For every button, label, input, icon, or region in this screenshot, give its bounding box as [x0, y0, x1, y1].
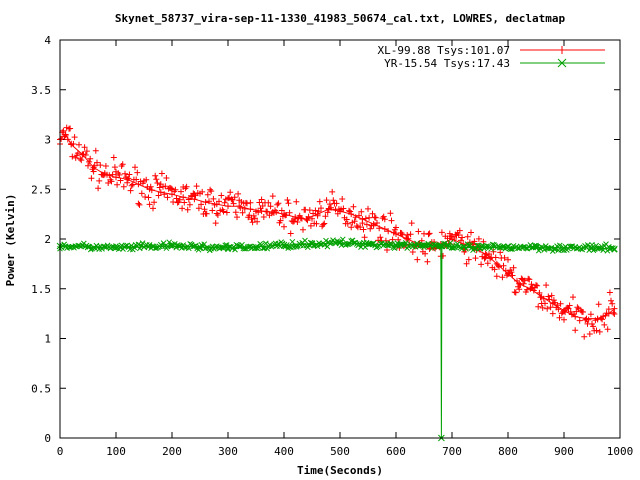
- series-1: [56, 236, 618, 442]
- series-line: [59, 133, 615, 320]
- legend-marker-1: [557, 58, 567, 68]
- axis-ticks: 0 100 200 300 400 500 600 700 800 900 1000 0 0.5 1 1.5…: [31, 34, 633, 458]
- x-tick-label: 500: [330, 445, 350, 458]
- chart-title: Skynet_58737_vira-sep-11-1330_41983_5067…: [115, 12, 566, 25]
- data-point: [247, 206, 254, 213]
- plot-frame: [59, 39, 621, 439]
- y-tick-label: 3: [44, 134, 51, 147]
- legend: XL-99.88 Tsys:101.07 YR-15.54 Tsys:17.43: [378, 44, 605, 70]
- y-tick-label: 4: [44, 34, 51, 47]
- x-tick-label: 1000: [607, 445, 634, 458]
- x-tick-label: 100: [106, 445, 126, 458]
- x-tick-label: 600: [386, 445, 406, 458]
- y-tick-label: 0: [44, 432, 51, 445]
- y-tick-label: 1: [44, 333, 51, 346]
- data-point: [225, 203, 231, 210]
- y-tick-label: 2: [44, 233, 51, 246]
- x-tick-label: 400: [274, 445, 294, 458]
- data-point: [202, 199, 209, 206]
- y-tick-label: 0.5: [31, 382, 51, 395]
- x-axis-label: Time(Seconds): [297, 464, 383, 477]
- series-line: [59, 242, 615, 439]
- y-axis-label: Power (Kelvin): [4, 194, 17, 287]
- y-tick-label: 2.5: [31, 183, 51, 196]
- y-tick-label: 3.5: [31, 84, 51, 97]
- x-tick-label: 300: [218, 445, 238, 458]
- x-tick-label: 700: [442, 445, 462, 458]
- data-point: [572, 313, 579, 320]
- data-point: [157, 189, 164, 196]
- y-tick-label: 1.5: [31, 283, 51, 296]
- x-tick-label: 200: [162, 445, 182, 458]
- series-texture: [57, 236, 618, 254]
- series-texture: [57, 124, 618, 340]
- legend-label-yr: YR-15.54 Tsys:17.43: [384, 57, 510, 70]
- plot-area: [56, 124, 618, 442]
- data-point: [611, 305, 618, 312]
- x-tick-label: 900: [554, 445, 574, 458]
- x-tick-label: 0: [57, 445, 64, 458]
- data-point: [113, 174, 119, 181]
- legend-label-xl: XL-99.88 Tsys:101.07: [378, 44, 510, 57]
- series-0: [57, 124, 618, 340]
- legend-marker-0: [558, 46, 566, 54]
- data-point: [180, 194, 187, 201]
- x-tick-label: 800: [498, 445, 518, 458]
- data-point: [348, 211, 355, 218]
- data-point: [381, 226, 388, 233]
